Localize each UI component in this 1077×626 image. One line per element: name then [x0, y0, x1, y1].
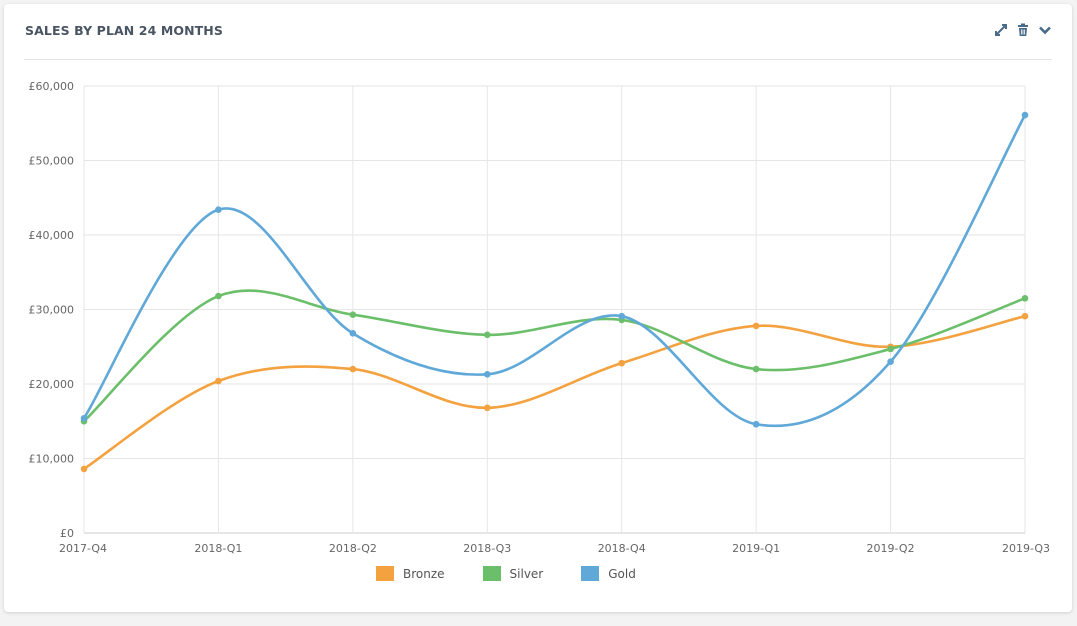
chevron-down-icon[interactable]: [1038, 22, 1052, 36]
data-point-bronze: [1021, 312, 1029, 320]
y-tick-label: £30,000: [29, 304, 75, 317]
y-tick-label: £20,000: [29, 378, 75, 391]
legend-item-silver[interactable]: Silver: [482, 566, 544, 581]
y-tick-label: £0: [60, 527, 74, 540]
legend-label: Gold: [608, 566, 636, 581]
data-point-gold: [752, 420, 760, 428]
data-point-bronze: [349, 365, 357, 373]
data-point-bronze: [80, 465, 88, 473]
legend-swatch: [376, 566, 394, 581]
data-point-gold: [215, 206, 222, 213]
legend-swatch: [581, 566, 600, 581]
data-point-gold: [80, 414, 88, 422]
y-tick-label: £50,000: [29, 155, 75, 168]
x-tick-label: 2019-Q1: [732, 542, 780, 555]
x-tick-label: 2018-Q4: [598, 542, 646, 555]
trash-icon[interactable]: [1016, 22, 1030, 36]
x-tick-label: 2018-Q3: [463, 542, 511, 555]
widget-title: SALES BY PLAN 24 MONTHS: [25, 23, 223, 38]
data-point-gold: [483, 371, 491, 378]
series-line-bronze: [83, 314, 1026, 471]
data-point-silver: [215, 292, 222, 300]
chart-widget: SALES BY PLAN 24 MONTHS: [4, 4, 1072, 612]
x-tick-label: 2019-Q3: [1002, 542, 1050, 555]
x-tick-label: 2017-Q4: [59, 542, 107, 555]
data-point-gold: [1021, 111, 1029, 119]
y-tick-label: £10,000: [29, 453, 75, 466]
legend-label: Silver: [509, 566, 544, 581]
data-point-gold: [887, 358, 894, 365]
legend-item-gold[interactable]: Gold: [581, 566, 636, 581]
data-point-bronze: [618, 359, 626, 367]
data-point-bronze: [483, 404, 491, 412]
legend-swatch: [482, 566, 501, 581]
data-point-bronze: [215, 377, 222, 385]
divider: [24, 59, 1052, 60]
data-point-bronze: [752, 322, 760, 330]
data-point-gold: [349, 330, 357, 337]
data-point-silver: [1021, 295, 1029, 302]
x-tick-label: 2018-Q1: [194, 542, 242, 555]
data-point-gold: [618, 312, 626, 320]
data-point-silver: [483, 331, 491, 339]
legend-item-bronze[interactable]: Bronze: [376, 566, 445, 581]
legend: Bronze Silver Gold: [376, 566, 674, 581]
data-point-silver: [752, 365, 760, 373]
data-point-silver: [349, 311, 357, 319]
y-tick-label: £40,000: [29, 229, 75, 242]
legend-label: Bronze: [403, 566, 445, 581]
y-tick-label: £60,000: [29, 80, 75, 93]
series-line-silver: [83, 289, 1026, 423]
data-point-silver: [887, 345, 894, 353]
expand-icon[interactable]: [994, 22, 1008, 36]
x-tick-label: 2018-Q2: [329, 542, 377, 555]
x-tick-label: 2019-Q2: [867, 542, 915, 555]
